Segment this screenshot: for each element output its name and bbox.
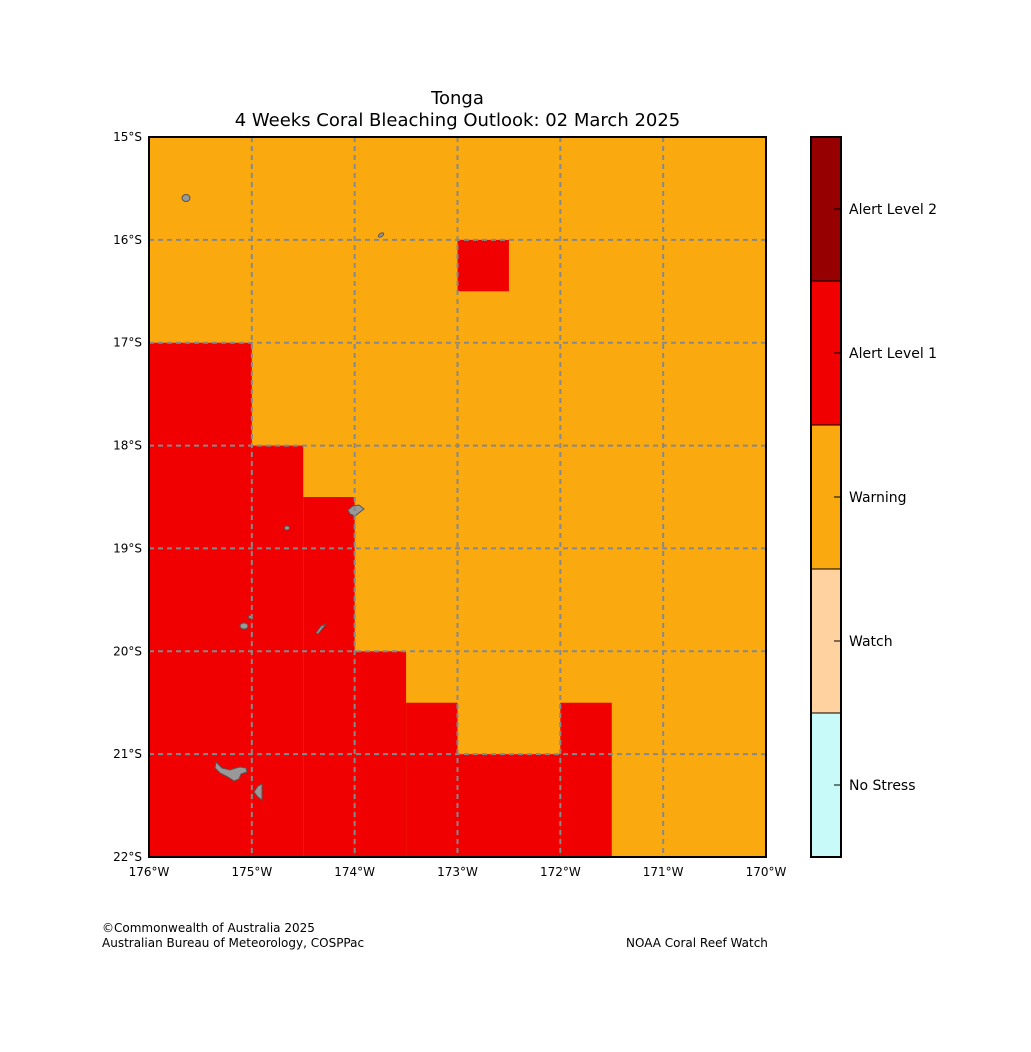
island-haapai <box>315 622 328 635</box>
legend-label: Watch <box>849 634 893 650</box>
y-tick-label: 21°S <box>113 747 142 761</box>
island-eua <box>253 783 263 801</box>
map-border <box>148 136 767 858</box>
credit-commonwealth: ©Commonwealth of Australia 2025 <box>102 921 315 935</box>
y-tick-label: 15°S <box>113 130 142 144</box>
legend-label: Alert Level 2 <box>849 202 937 218</box>
alert-cell-4 <box>354 651 407 857</box>
x-tick-label: 170°W <box>746 865 787 879</box>
island-niuafoou <box>181 194 191 202</box>
island-tafahi <box>377 232 385 238</box>
x-tick-label: 171°W <box>643 865 684 879</box>
island-fonualei <box>284 525 290 531</box>
x-tick-label: 172°W <box>540 865 581 879</box>
credit-bom: Australian Bureau of Meteorology, COSPPa… <box>102 936 365 950</box>
alert-cell-0 <box>457 239 509 292</box>
credit-noaa: NOAA Coral Reef Watch <box>626 936 768 950</box>
map-title: Tonga <box>431 88 484 109</box>
y-tick-label: 22°S <box>113 850 142 864</box>
y-tick-label: 18°S <box>113 439 142 453</box>
x-tick-label: 176°W <box>129 865 170 879</box>
x-tick-label: 174°W <box>334 865 375 879</box>
alert-cell-5 <box>406 702 458 857</box>
island-late <box>239 622 249 630</box>
alert-cell-6 <box>457 754 561 857</box>
latitude-ticks: 15°S 16°S 17°S 18°S 19°S 20°S 21°S 22°S <box>113 130 142 864</box>
island-vavau <box>347 504 365 517</box>
x-tick-label: 175°W <box>231 865 272 879</box>
y-tick-label: 20°S <box>113 644 142 658</box>
map-subtitle: 4 Weeks Coral Bleaching Outlook: 02 Marc… <box>234 110 681 131</box>
map-area <box>148 136 767 858</box>
y-tick-label: 19°S <box>113 541 142 555</box>
legend-label: No Stress <box>849 778 916 794</box>
alert-cell-7 <box>560 702 612 857</box>
island-tongatapu <box>214 760 248 782</box>
legend-label: Warning <box>849 490 907 506</box>
alert-cell-3 <box>303 497 355 857</box>
gridlines <box>149 137 766 857</box>
islands <box>181 194 385 801</box>
longitude-ticks: 176°W 175°W 174°W 173°W 172°W 171°W 170°W <box>129 865 787 879</box>
y-tick-label: 16°S <box>113 233 142 247</box>
legend-border <box>810 136 842 858</box>
colorbar-legend: Alert Level 2 Alert Level 1 Warning Watch No… <box>810 136 937 858</box>
legend-label: Alert Level 1 <box>849 346 937 362</box>
x-tick-label: 173°W <box>437 865 478 879</box>
y-tick-label: 17°S <box>113 336 142 350</box>
